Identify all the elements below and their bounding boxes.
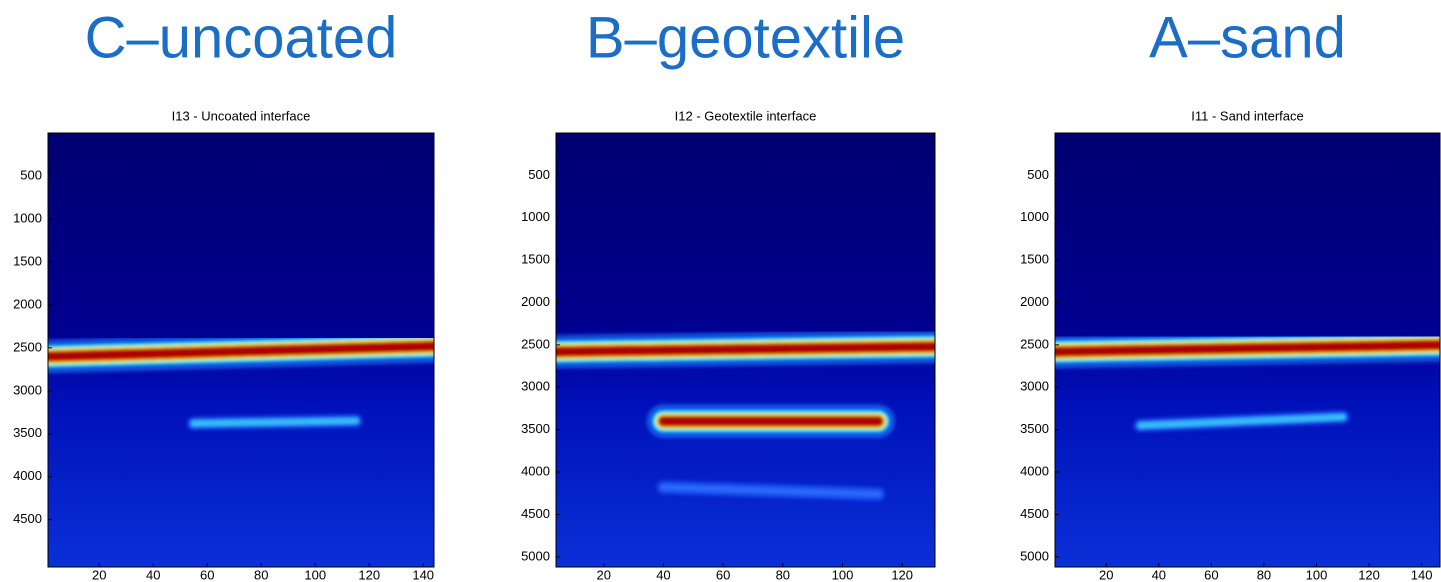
y-tick-label: 500 [20,167,42,182]
y-tick-label: 3000 [521,379,550,394]
y-tick-label: 2500 [13,339,42,354]
y-tick-label: 3000 [13,382,42,397]
x-tick-label: 60 [1204,567,1218,582]
x-tick-label: 20 [597,567,611,582]
reflector-layer [556,329,935,502]
x-tick-label: 120 [891,567,913,582]
y-tick-label: 5000 [521,548,550,563]
x-tick-label: 20 [1099,567,1113,582]
panel-heading: A–sand [1149,5,1346,70]
x-tick-label: 40 [1152,567,1166,582]
y-tick-label: 1000 [521,209,550,224]
reflector [1055,339,1440,358]
reflector [556,341,935,358]
y-tick-label: 4000 [13,468,42,483]
x-tick-label: 60 [200,567,214,582]
y-tick-label: 1500 [13,253,42,268]
y-tick-label: 500 [528,167,550,182]
x-tick-label: 80 [776,567,790,582]
y-tick-label: 3500 [13,425,42,440]
y-tick-label: 3000 [1020,379,1049,394]
y-tick-label: 4000 [1020,464,1049,479]
x-tick-label: 80 [1257,567,1271,582]
x-tick-label: 120 [358,567,380,582]
x-tick-label: 120 [1358,567,1380,582]
panel-heading: C–uncoated [85,5,398,70]
y-tick-label: 2500 [1020,336,1049,351]
plot-frame [555,132,936,568]
y-tick-label: 2500 [521,336,550,351]
reflector [659,483,882,498]
x-tick-label: 80 [254,567,268,582]
x-tick-label: 100 [1306,567,1328,582]
y-tick-label: 3500 [521,421,550,436]
reflector [190,417,360,427]
y-tick-label: 5000 [1020,548,1049,563]
panel-title: I12 - Geotextile interface [675,108,817,123]
y-tick-label: 4500 [13,511,42,526]
x-tick-label: 40 [146,567,160,582]
panel: C–uncoated I13 - Uncoated interface 500 100… [13,5,435,582]
y-tick-label: 1000 [1020,209,1049,224]
y-tick-label: 1500 [1020,252,1049,267]
y-tick-label: 2000 [13,296,42,311]
x-tick-label: 60 [716,567,730,582]
y-tick-label: 1000 [13,210,42,225]
panel-title: I11 - Sand interface [1191,108,1304,123]
panel: B–geotextile I12 - Geotextile interface 50… [521,5,936,582]
y-tick-label: 2000 [521,294,550,309]
y-tick-label: 3500 [1020,421,1049,436]
y-tick-label: 4000 [521,464,550,479]
x-tick-label: 140 [1411,567,1433,582]
y-tick-label: 2000 [1020,294,1049,309]
y-tick-label: 4500 [521,506,550,521]
panel: A–sand I11 - Sand interface 500 1000 1500 200… [1020,5,1441,582]
x-tick-label: 20 [92,567,106,582]
y-tick-label: 4500 [1020,506,1049,521]
y-tick-label: 1500 [521,252,550,267]
x-tick-label: 140 [412,567,434,582]
reflector-layer [1055,327,1440,433]
x-tick-label: 100 [304,567,326,582]
plot-frame [1054,132,1441,568]
plot-frame [47,132,435,568]
reflector [48,340,434,362]
panel-heading: B–geotextile [586,5,905,70]
y-tick-label: 500 [1027,167,1049,182]
x-tick-label: 100 [832,567,854,582]
panel-title: I13 - Uncoated interface [172,108,311,123]
x-tick-label: 40 [656,567,670,582]
reflector-layer [48,329,434,431]
reflector [1136,413,1347,429]
